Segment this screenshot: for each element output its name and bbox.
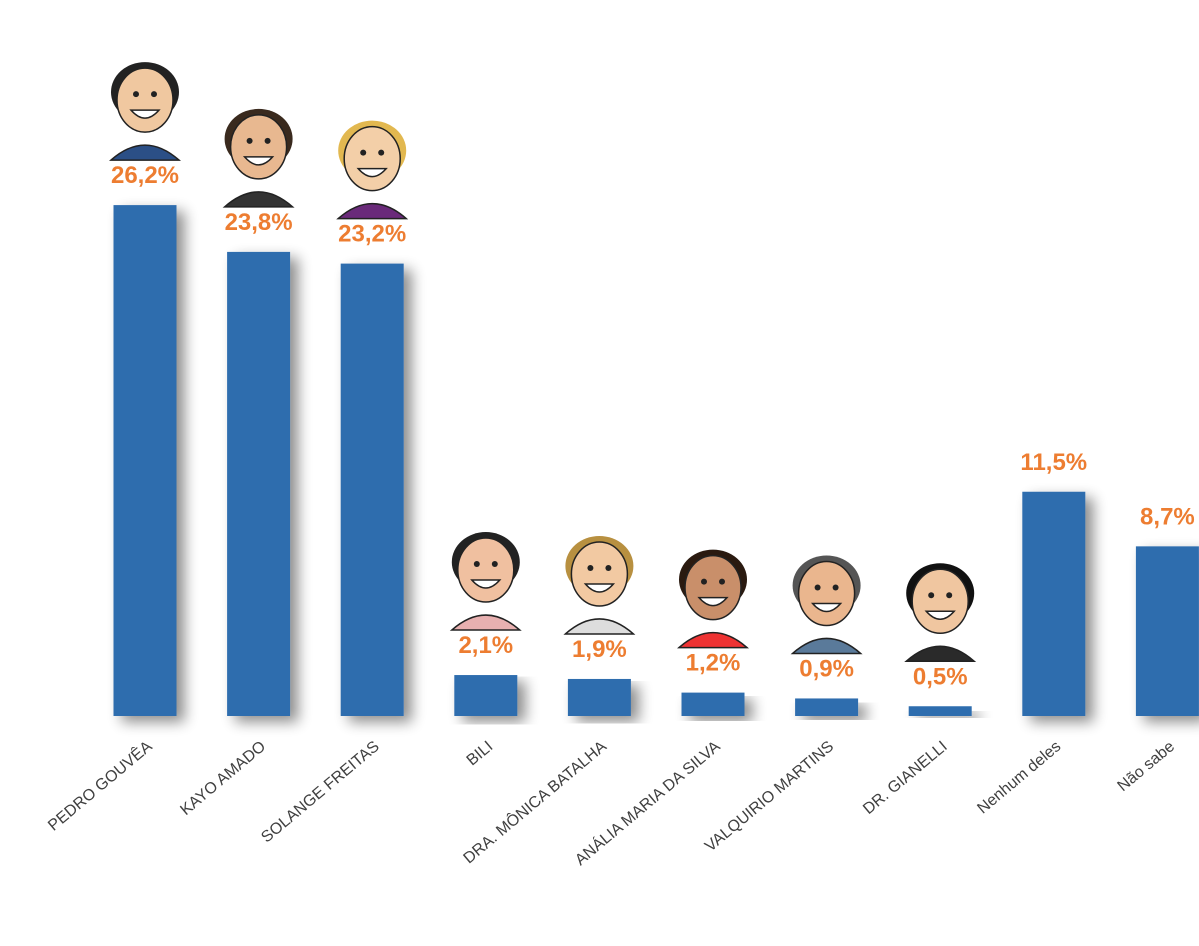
bar — [454, 675, 518, 716]
icon-face — [343, 125, 401, 192]
value-label: 1,9% — [572, 636, 627, 663]
icon-eye — [928, 592, 935, 599]
icon-smile — [242, 156, 275, 166]
value-label: 1,2% — [686, 650, 741, 677]
icon-smile — [924, 610, 956, 620]
icon-body — [449, 614, 522, 631]
caricature-icon — [563, 535, 636, 635]
icon-body — [677, 631, 749, 649]
x-tick-label: Nenhum deles — [974, 738, 1064, 817]
icon-face — [570, 541, 629, 607]
icon-face — [116, 67, 174, 133]
icon-eye — [133, 91, 139, 98]
x-tick-label: VALQUIRIO MARTINS — [702, 738, 837, 855]
icon-face — [229, 114, 288, 180]
bar — [908, 706, 972, 716]
x-tick-label: SOLANGE FREITAS — [258, 738, 382, 846]
icon-smile — [470, 579, 502, 589]
bar — [1022, 491, 1086, 716]
icon-body — [222, 191, 295, 208]
icon-face — [797, 560, 856, 627]
icon-eye — [587, 564, 594, 571]
icon-smile — [697, 596, 729, 607]
caricature-icon — [109, 62, 181, 161]
icon-eye — [946, 592, 953, 599]
value-label: 26,2% — [111, 162, 179, 189]
caricature-icon — [336, 120, 409, 220]
value-label: 23,8% — [225, 209, 293, 236]
icon-smile — [583, 583, 616, 593]
bar — [795, 698, 859, 716]
caricature-icon — [449, 532, 522, 631]
icon-smile — [356, 167, 388, 178]
caricature-icon — [790, 555, 863, 655]
icon-body — [563, 618, 636, 635]
x-tick-label: Não sabe — [1115, 738, 1178, 795]
bar — [681, 692, 745, 716]
icon-eye — [491, 561, 498, 568]
value-label: 23,2% — [338, 221, 406, 248]
icon-eye — [719, 578, 725, 585]
icon-eye — [360, 149, 367, 156]
icon-eye — [832, 584, 839, 591]
caricature-icon — [904, 563, 977, 662]
icon-body — [904, 645, 977, 662]
icon-face — [911, 568, 969, 634]
icon-eye — [264, 137, 271, 144]
bar — [567, 678, 631, 716]
bar — [227, 251, 291, 716]
icon-eye — [151, 91, 157, 98]
bar — [113, 205, 177, 716]
icon-face — [684, 554, 742, 621]
icon-body — [790, 637, 863, 655]
icon-body — [109, 144, 181, 161]
icon-eye — [378, 149, 385, 156]
icon-eye — [246, 137, 253, 144]
value-label: 8,7% — [1140, 503, 1195, 530]
x-tick-label: BILI — [464, 738, 497, 769]
x-tick-label: KAYO AMADO — [177, 738, 269, 819]
icon-smile — [810, 602, 843, 613]
bar — [1135, 546, 1199, 716]
icon-smile — [129, 109, 161, 119]
value-label: 2,1% — [458, 632, 513, 659]
value-label: 0,9% — [799, 655, 854, 682]
icon-eye — [701, 578, 707, 585]
icon-eye — [814, 584, 821, 591]
caricature-icon — [677, 549, 749, 649]
x-tick-label: PEDRO GOUVÊA — [44, 736, 156, 834]
icon-face — [457, 537, 515, 603]
value-label: 11,5% — [1020, 449, 1087, 476]
bar — [340, 263, 404, 716]
x-tick-label: DR. GIANELLI — [860, 738, 951, 818]
caricature-icon — [222, 108, 295, 208]
icon-eye — [473, 561, 480, 568]
value-label: 0,5% — [913, 663, 968, 690]
icon-eye — [605, 564, 612, 571]
icon-body — [336, 202, 409, 220]
